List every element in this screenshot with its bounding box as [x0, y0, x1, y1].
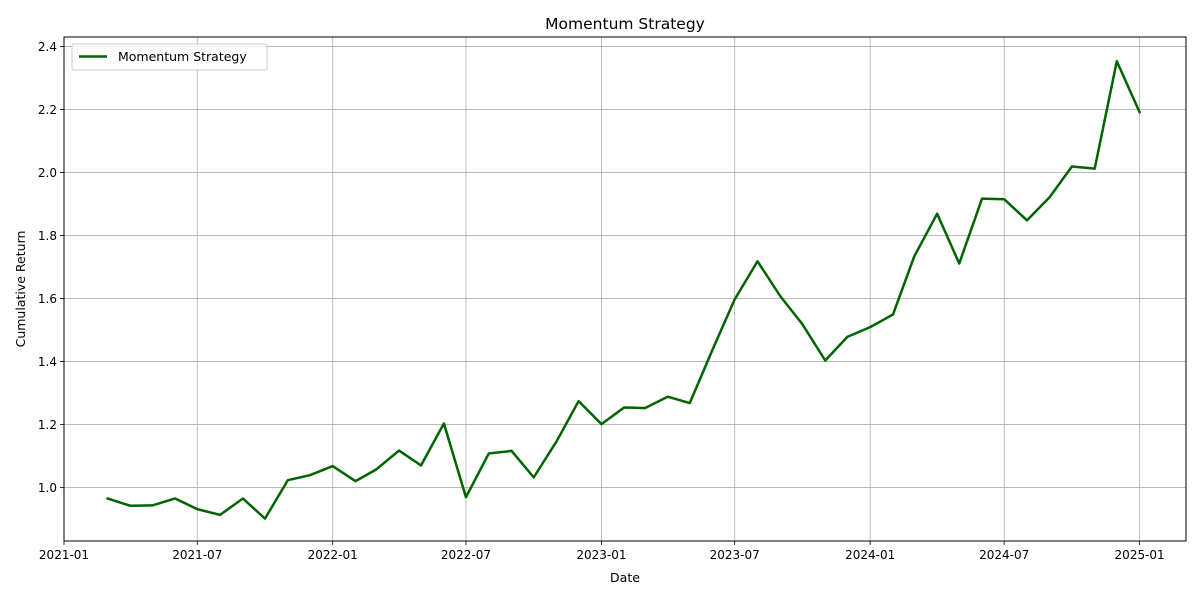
grid-lines [63, 37, 1186, 541]
plot-frame [63, 36, 1187, 542]
y-tick-label: 1.4 [38, 355, 57, 369]
legend: Momentum Strategy [71, 43, 268, 71]
x-tick-label: 2022-07 [441, 548, 491, 562]
y-tick-label: 1.2 [38, 418, 57, 432]
chart-title: Momentum Strategy [545, 15, 705, 33]
y-tick-label: 1.8 [38, 229, 57, 243]
x-tick-label: 2021-07 [172, 548, 222, 562]
legend-box [71, 43, 268, 71]
axis-ticks: 2021-01 2021-07 2022-01 2022-07 2023-01 2023-… [38, 40, 1165, 562]
x-tick-label: 2023-01 [576, 548, 626, 562]
x-tick-label: 2023-07 [710, 548, 760, 562]
y-tick-label: 2.0 [38, 166, 57, 180]
y-tick-label: 2.2 [38, 103, 57, 117]
x-tick-label: 2025-01 [1115, 548, 1165, 562]
legend-label: Momentum Strategy [118, 49, 247, 64]
y-axis-label: Cumulative Return [13, 231, 28, 348]
y-tick-label: 1.6 [38, 292, 57, 306]
series-layer [106, 60, 1141, 520]
x-axis-label: Date [610, 570, 640, 585]
y-tick-label: 1.0 [38, 481, 57, 495]
x-tick-label: 2024-07 [979, 548, 1029, 562]
series-line-momentum-strategy [106, 60, 1141, 520]
x-tick-label: 2021-01 [39, 548, 89, 562]
x-tick-label: 2024-01 [845, 548, 895, 562]
y-tick-label: 2.4 [38, 40, 57, 54]
x-tick-label: 2022-01 [308, 548, 358, 562]
